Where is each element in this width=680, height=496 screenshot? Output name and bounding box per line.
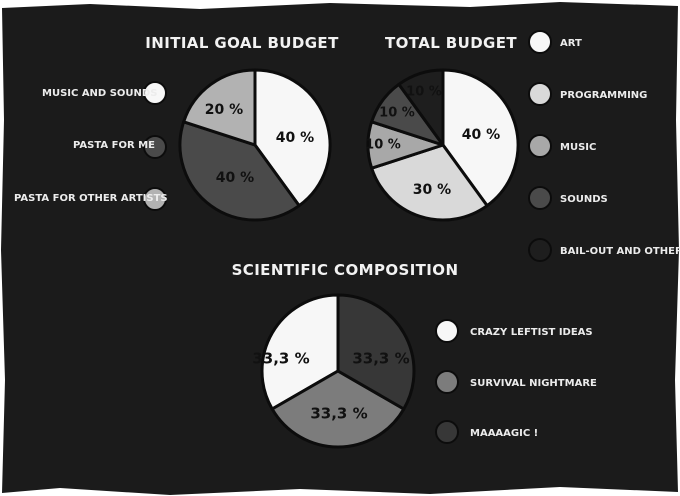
scientific-composition-label-maaaagic: 33,3 % bbox=[310, 405, 367, 423]
total-budget-label-bail-out-and-others: 10 % bbox=[406, 85, 442, 100]
total-budget-legend-swatch-programming bbox=[528, 82, 552, 106]
initial-goal-budget-legend-music-and-sounds: MUSIC AND SOUNDS bbox=[42, 88, 157, 99]
charts-layer: INITIAL GOAL BUDGET 40 % 40 % 20 % MUSIC AND… bbox=[14, 30, 680, 449]
initial-goal-budget-slice-music-and-sounds bbox=[253, 68, 332, 208]
scientific-composition-label-survival-nightmare: 33,3 % bbox=[352, 350, 409, 368]
total-budget-legend-art: ART bbox=[560, 38, 582, 49]
total-budget-label-music: 10 % bbox=[365, 138, 401, 153]
total-budget-label-programming: 30 % bbox=[413, 182, 451, 198]
total-budget-slice-programming bbox=[370, 143, 489, 222]
initial-goal-budget-legend-pasta-for-other-artists: PASTA FOR OTHER ARTISTS bbox=[14, 193, 168, 204]
scientific-composition-legend-swatch-survival-nightmare bbox=[435, 370, 459, 394]
initial-goal-budget-label-music-and-sounds: 40 % bbox=[276, 130, 314, 146]
initial-goal-budget-label-pasta-for-me: 40 % bbox=[216, 170, 254, 186]
total-budget-legend-swatch-music bbox=[528, 134, 552, 158]
initial-goal-budget-slice-pasta-for-other-artists bbox=[182, 68, 257, 147]
total-budget-label-art: 40 % bbox=[462, 127, 500, 143]
initial-goal-budget-legend-swatch-music-and-sounds bbox=[143, 81, 167, 105]
total-budget-title: TOTAL BUDGET bbox=[385, 34, 517, 52]
total-budget-label-sounds: 10 % bbox=[379, 106, 415, 121]
total-budget-legend-swatch-bail-out-and-others bbox=[528, 238, 552, 262]
scientific-composition-title: SCIENTIFIC COMPOSITION bbox=[232, 261, 459, 279]
total-budget-slice-art bbox=[441, 68, 520, 208]
scientific-composition-legend-crazy-leftist-ideas: CRAZY LEFTIST IDEAS bbox=[470, 327, 593, 338]
initial-goal-budget-legend-pasta-for-me: PASTA FOR ME bbox=[73, 140, 155, 151]
scientific-composition-legend-swatch-crazy-leftist-ideas bbox=[435, 319, 459, 343]
total-budget-slice-bail-out-and-others bbox=[397, 68, 445, 147]
total-budget-legend-swatch-sounds bbox=[528, 186, 552, 210]
total-budget-legend-music: MUSIC bbox=[560, 142, 596, 153]
initial-goal-budget-legend-swatch-pasta-for-other-artists bbox=[143, 187, 167, 211]
scientific-composition-legend-survival-nightmare: SURVIVAL NIGHTMARE bbox=[470, 378, 597, 389]
initial-goal-budget-label-pasta-for-other-artists: 20 % bbox=[205, 102, 243, 118]
total-budget-legend-programming: PROGRAMMING bbox=[560, 90, 647, 101]
initial-goal-budget-slice-pasta-for-me bbox=[178, 120, 301, 222]
scientific-composition-label-crazy-leftist-ideas: 33,3 % bbox=[252, 350, 309, 368]
scientific-composition-legend-swatch-maaaagic bbox=[435, 420, 459, 444]
initial-goal-budget-legend-swatch-pasta-for-me bbox=[143, 135, 167, 159]
total-budget-legend-swatch-art bbox=[528, 30, 552, 54]
scientific-composition-slice-maaaagic bbox=[336, 293, 416, 411]
scientific-composition-legend-maaaagic: MAAAAGIC ! bbox=[470, 428, 538, 439]
total-budget-legend-bail-out-and-others: BAIL-OUT AND OTHERS bbox=[560, 246, 680, 257]
initial-goal-budget-title: INITIAL GOAL BUDGET bbox=[145, 34, 339, 52]
total-budget-legend-sounds: SOUNDS bbox=[560, 194, 608, 205]
